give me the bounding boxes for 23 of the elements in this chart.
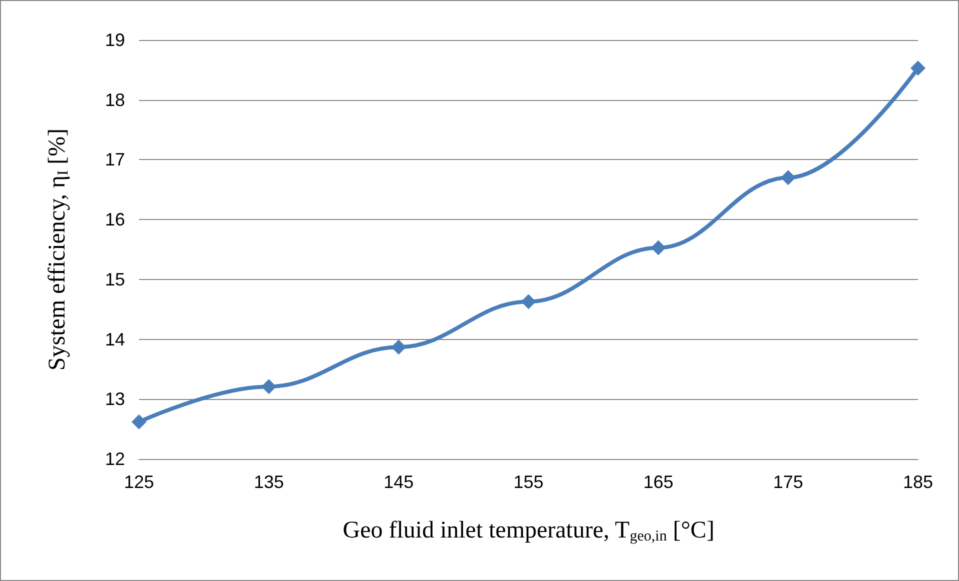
- x-tick-label: 135: [254, 472, 284, 492]
- point: [391, 340, 406, 355]
- point: [910, 60, 926, 76]
- y-tick-label: 14: [104, 329, 125, 350]
- x-tick-label: 145: [384, 472, 414, 492]
- point: [132, 414, 146, 430]
- x-tick-label: 165: [643, 472, 674, 492]
- point: [521, 294, 536, 310]
- x-tick-label: 125: [124, 472, 154, 492]
- y-tick-label: 15: [104, 269, 125, 290]
- y-tick-label: 16: [104, 210, 125, 230]
- y-tick-label: 17: [104, 150, 125, 170]
- point: [261, 379, 276, 394]
- point: [650, 240, 666, 256]
- y-tick-label: 12: [104, 449, 125, 469]
- x-tick-label: 155: [513, 472, 544, 492]
- x-tick-label: 185: [902, 472, 934, 492]
- y-axis-title: System efficiency, ηI [%]: [44, 128, 72, 371]
- point: [780, 170, 796, 186]
- y-tick-label: 13: [104, 389, 125, 410]
- y-tick-label: 18: [104, 90, 125, 110]
- y-tick-label: 19: [104, 30, 125, 50]
- x-tick-label: 175: [773, 472, 804, 492]
